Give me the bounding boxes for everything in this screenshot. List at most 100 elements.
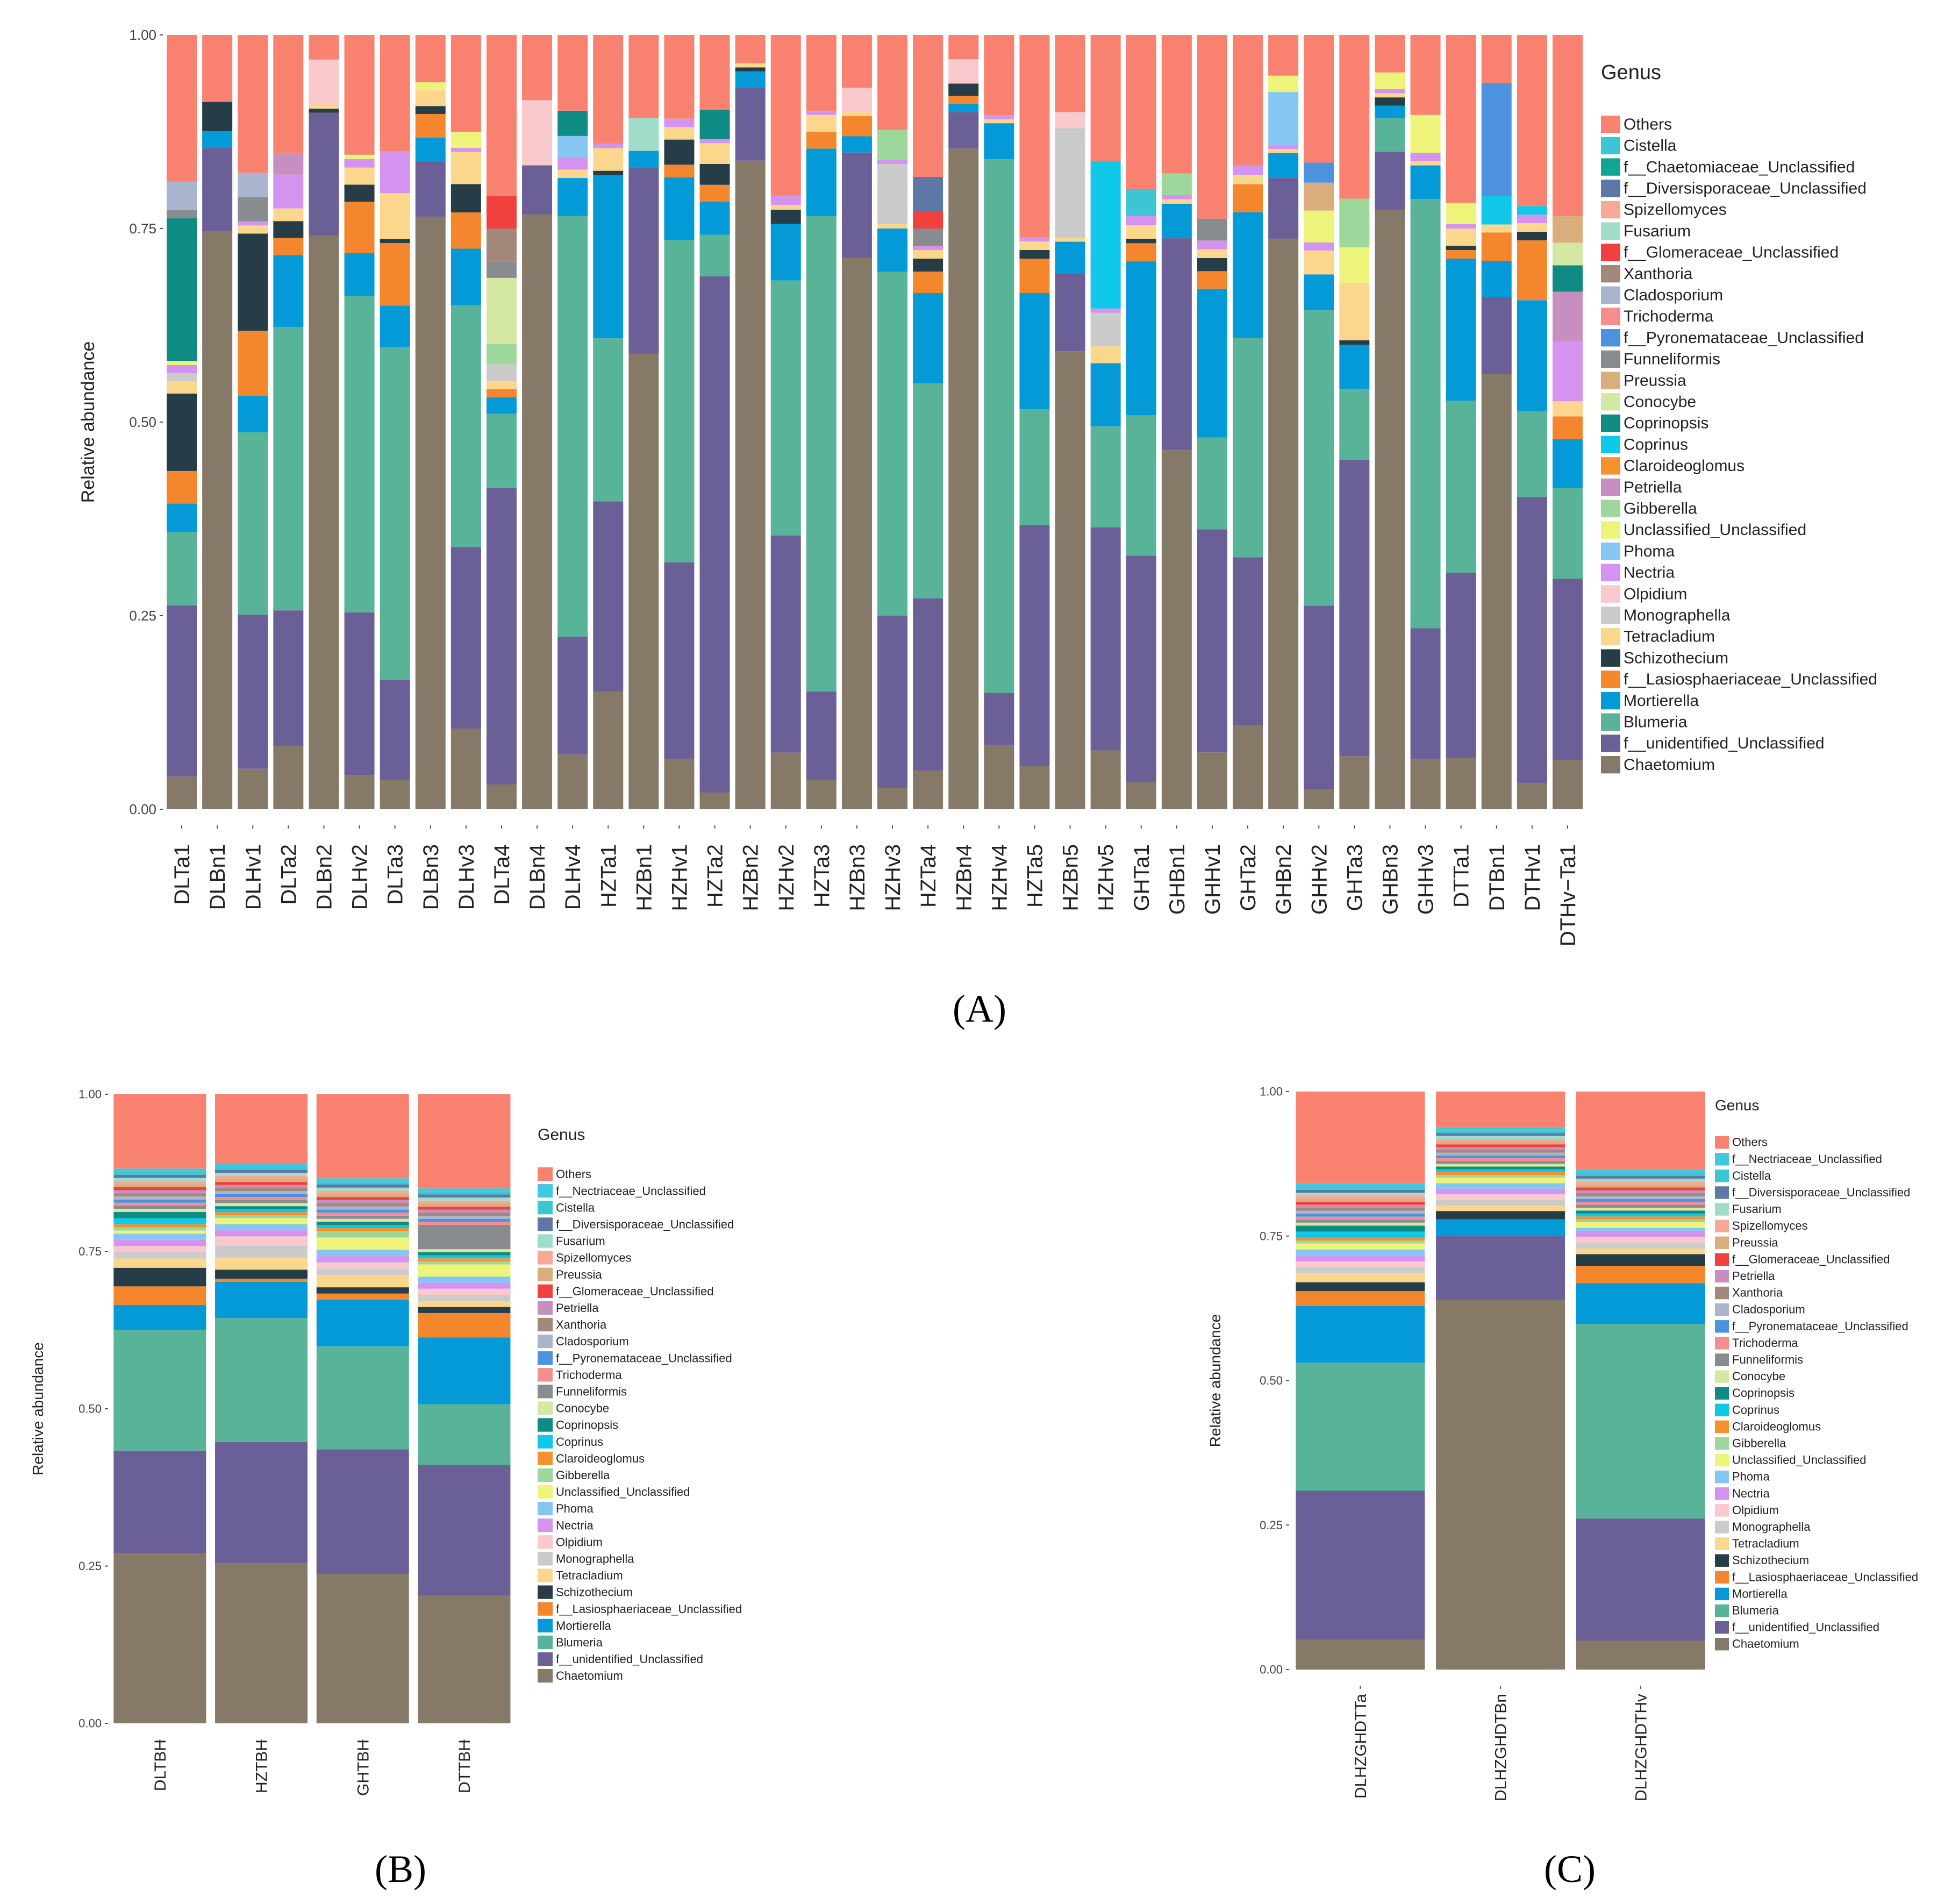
bar-segment-hzta5-blumeria bbox=[1019, 409, 1050, 525]
bar-segment-hzbn5-olpidium bbox=[1055, 112, 1085, 129]
bar-segment-hzhv5-nectria bbox=[1090, 308, 1121, 313]
bar-segment-dttbh-f-unidentified-unclassified bbox=[418, 1465, 511, 1596]
bar-segment-hztbh-unclassified-unclassified bbox=[215, 1218, 308, 1224]
legend-swatch-f-pyronemataceae-unclassified bbox=[1601, 329, 1620, 347]
legend-label-spizellomyces: Spizellomyces bbox=[556, 1251, 632, 1265]
legend-label-mortierella: Mortierella bbox=[1624, 692, 1699, 710]
bar-segment-dltbh-coprinus bbox=[113, 1218, 206, 1225]
bar-segment-dltbh-funneliformis bbox=[113, 1206, 206, 1209]
x-tick-label: DTTa1 bbox=[1450, 844, 1474, 908]
bar-segment-hzhv5-others bbox=[1090, 35, 1121, 161]
bar-segment-dlhzghdtbn-nectria bbox=[1436, 1188, 1565, 1195]
bar-segment-dltbh-phoma bbox=[113, 1233, 206, 1240]
bar-segment-dlbn1-mortierella bbox=[202, 131, 233, 148]
bar-segment-hztbh-f-diversisporaceae-unclassified bbox=[215, 1170, 308, 1173]
bar-segment-hzhv3-others bbox=[877, 35, 908, 130]
legend-swatch-cladosporium bbox=[1715, 1303, 1729, 1316]
bar-segment-hzta1-nectria bbox=[593, 144, 624, 148]
bar-segment-dlta4-f-lasiosphaeriaceae-unclassified bbox=[486, 389, 517, 398]
legend-swatch-claroideoglomus bbox=[1715, 1420, 1729, 1434]
legend-label-f-pyronemataceae-unclassified: f__Pyronemataceae_Unclassified bbox=[556, 1351, 732, 1365]
bar-segment-ghbn2-tetracladium bbox=[1268, 149, 1299, 153]
bar-segment-ghtbh-mortierella bbox=[316, 1300, 409, 1347]
bar-segment-dthv-ta1-blumeria bbox=[1552, 488, 1583, 579]
bar-segment-dlhzghdtbn-coprinus bbox=[1436, 1169, 1565, 1172]
bar-segment-hzta2-f-lasiosphaeriaceae-unclassified bbox=[699, 184, 730, 202]
x-tick-label: HZTa1 bbox=[597, 844, 620, 908]
y-tick-label: 0.50 bbox=[1260, 1374, 1283, 1387]
bar-segment-hzhv1-nectria bbox=[664, 118, 695, 127]
bar-segment-ghta1-mortierella bbox=[1126, 261, 1156, 416]
bar-segment-ghbn3-blumeria bbox=[1375, 118, 1405, 152]
bar-segment-dlta1-blumeria bbox=[167, 532, 197, 606]
legend-label-xanthoria: Xanthoria bbox=[1624, 265, 1693, 283]
legend-swatch-preussia bbox=[1715, 1236, 1729, 1249]
bar-segment-hzbn5-f-unidentified-unclassified bbox=[1055, 274, 1085, 352]
legend-swatch-others bbox=[538, 1167, 553, 1181]
bar-segment-dlta2-petriella bbox=[273, 153, 304, 175]
bar-segment-ghta3-tetracladium bbox=[1339, 282, 1370, 340]
legend-label-monographella: Monographella bbox=[1624, 607, 1731, 624]
bar-segment-dttbh-gibberella bbox=[418, 1261, 511, 1265]
bar-segment-ghta3-unclassified-unclassified bbox=[1339, 247, 1370, 283]
bar-segment-ghbn2-others bbox=[1268, 35, 1299, 76]
bar-segment-ghta2-nectria bbox=[1233, 165, 1263, 175]
bar-segment-dlhzghdtbn-others bbox=[1436, 1092, 1565, 1128]
legend-swatch-phoma bbox=[538, 1502, 553, 1516]
bar-segment-dlhzghdtta-gibberella bbox=[1296, 1240, 1425, 1244]
bar-segment-ghhv1-tetracladium bbox=[1197, 249, 1227, 258]
legend-swatch-nectria bbox=[1601, 564, 1620, 582]
bar-segment-ghtbh-preussia bbox=[316, 1194, 409, 1197]
legend-label-spizellomyces: Spizellomyces bbox=[1624, 201, 1727, 219]
bar-segment-ghhv3-blumeria bbox=[1410, 199, 1441, 629]
bar-segment-ghbn1-nectria bbox=[1161, 195, 1192, 199]
bar-segment-dlhzghdtbn-mortierella bbox=[1436, 1219, 1565, 1236]
legend-label-fusarium: Fusarium bbox=[1624, 222, 1691, 240]
bar-segment-dlhv1-chaetomium bbox=[238, 768, 268, 809]
legend-swatch-mortierella bbox=[1715, 1587, 1729, 1601]
bar-segment-dlhzghdthv-f-nectriaceae-unclassified bbox=[1576, 1170, 1705, 1173]
x-tick-label: HZBn5 bbox=[1059, 844, 1083, 911]
legend-swatch-olpidium bbox=[1715, 1504, 1729, 1517]
bar-segment-dlhzghdtta-phoma bbox=[1296, 1249, 1425, 1256]
bar-segment-hztbh-f-lasiosphaeriaceae-unclassified bbox=[215, 1279, 308, 1282]
bar-segment-dlta4-others bbox=[486, 35, 517, 196]
bar-segment-dlhzghdtta-f-pyronemataceae-unclassified bbox=[1296, 1214, 1425, 1217]
bar-segment-ghhv1-f-unidentified-unclassified bbox=[1197, 529, 1227, 753]
legend-swatch-trichoderma bbox=[1715, 1337, 1729, 1350]
bar-segment-dtta1-unclassified-unclassified bbox=[1446, 203, 1476, 224]
bar-segment-hzbn1-fusarium bbox=[628, 118, 659, 151]
bar-segment-dlhzghdthv-schizothecium bbox=[1576, 1254, 1705, 1266]
bar-segment-ghbn2-chaetomium bbox=[1268, 238, 1299, 809]
bar-segment-dltbh-nectria bbox=[113, 1239, 206, 1246]
bar-segment-dlhv3-blumeria bbox=[451, 305, 481, 547]
legend-label-fusarium: Fusarium bbox=[1732, 1202, 1782, 1216]
bar-segment-dlbn4-olpidium bbox=[522, 100, 553, 166]
x-tick-label: HZHv5 bbox=[1095, 844, 1118, 911]
bar-segment-ghhv1-mortierella bbox=[1197, 288, 1227, 438]
bar-segment-hzhv3-gibberella bbox=[877, 130, 908, 160]
legend-label-f-unidentified-unclassified: f__unidentified_Unclassified bbox=[1624, 734, 1825, 752]
legend-swatch-nectria bbox=[538, 1518, 553, 1532]
bar-segment-dtbn1-tetracladium bbox=[1481, 224, 1512, 233]
bar-segment-hzbn3-mortierella bbox=[841, 136, 872, 153]
bar-segment-ghbn3-tetracladium bbox=[1375, 93, 1405, 98]
bar-segment-dlhv2-tetracladium bbox=[344, 167, 375, 185]
legend-label-blumeria: Blumeria bbox=[556, 1636, 603, 1649]
bar-segment-ghbn3-nectria bbox=[1375, 89, 1405, 94]
bar-segment-dlhv1-f-unidentified-unclassified bbox=[238, 615, 268, 769]
bar-segment-ghtbh-claroideoglomus bbox=[316, 1228, 409, 1231]
bar-segment-dlbn3-f-lasiosphaeriaceae-unclassified bbox=[415, 113, 446, 138]
bar-segment-dlta4-conocybe bbox=[486, 277, 517, 344]
legend-label-petriella: Petriella bbox=[556, 1301, 599, 1315]
y-tick-label: 0.00 bbox=[78, 1717, 102, 1730]
legend-label-coprinus: Coprinus bbox=[1732, 1403, 1779, 1416]
bar-segment-dlhv1-tetracladium bbox=[238, 225, 268, 234]
bar-segment-hzhv2-chaetomium bbox=[770, 752, 801, 809]
legend-swatch-f-diversisporaceae-unclassified bbox=[538, 1217, 553, 1231]
legend-swatch-others bbox=[1601, 116, 1620, 133]
bar-segment-dlhzghdthv-fusarium bbox=[1576, 1179, 1705, 1182]
legend-label-f-glomeraceae-unclassified: f__Glomeraceae_Unclassified bbox=[1624, 244, 1839, 261]
bar-segment-hzta1-others bbox=[593, 35, 624, 144]
legend-label-cladosporium: Cladosporium bbox=[556, 1335, 629, 1348]
